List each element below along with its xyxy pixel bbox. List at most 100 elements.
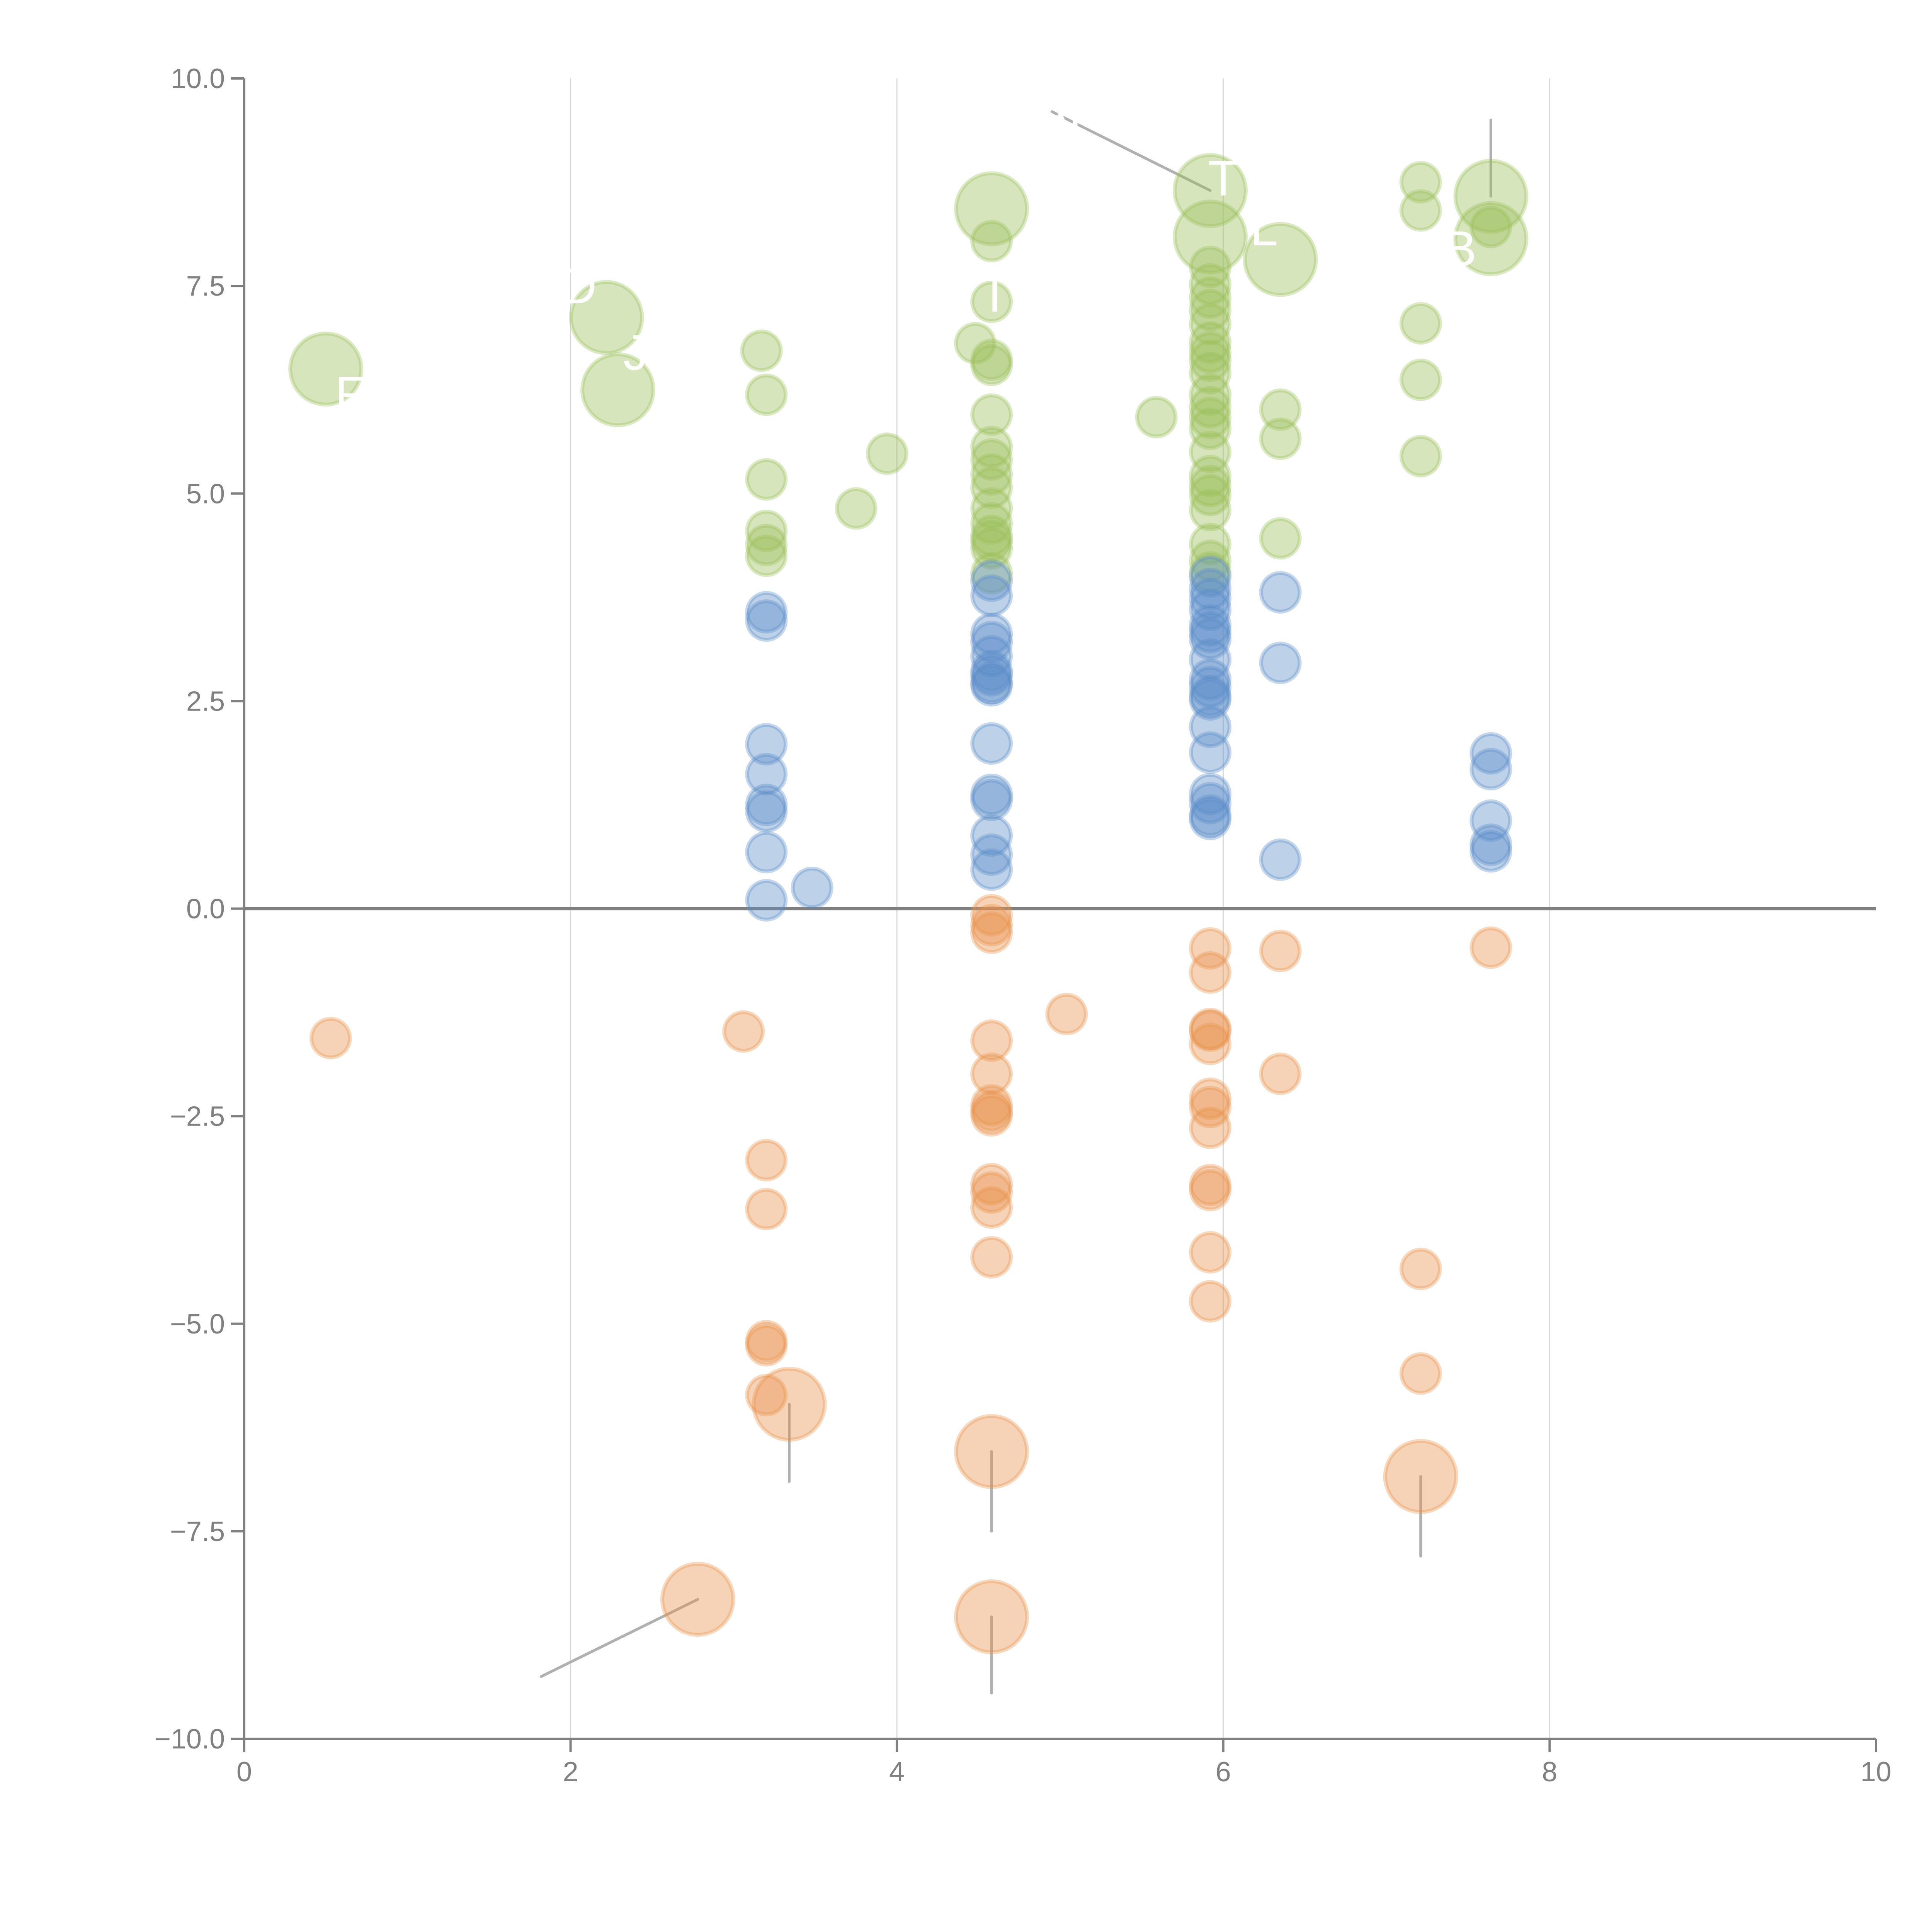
data-point-green: [970, 466, 1013, 509]
data-point-orange: [745, 1320, 788, 1362]
data-point-blue: [745, 790, 788, 833]
data-point-blue: [1189, 731, 1232, 774]
data-point-green: [1189, 321, 1232, 364]
leader-line: [990, 207, 997, 296]
data-point-green: [1259, 517, 1302, 560]
data-point-orange: [970, 911, 1013, 954]
data-point-orange: [970, 1186, 1013, 1229]
data-point-orange: [1259, 930, 1302, 973]
x-axis-ticks: 0 2 4 6 8 10: [236, 1739, 1891, 1787]
leader-line: [1209, 177, 1225, 238]
annotation-label: T: [980, 266, 1010, 323]
data-point-blue: [970, 779, 1013, 821]
data-point-orange: [745, 1139, 788, 1182]
annotation-label: D: [561, 258, 597, 314]
data-point-green: [1189, 430, 1232, 473]
data-point-orange: [1189, 1106, 1232, 1149]
data-point-green: [1453, 201, 1529, 276]
data-point-green: [745, 509, 788, 552]
x-tick-label: 0: [236, 1757, 252, 1787]
data-point-green: [835, 487, 878, 530]
data-point-green: [970, 393, 1013, 436]
data-point-blue: [745, 599, 788, 642]
data-point-green: [1399, 358, 1442, 401]
annotation-label: T: [1208, 150, 1238, 206]
data-point-green: [970, 502, 1013, 545]
data-point-orange: [309, 1017, 352, 1060]
y-tick-label: 2.5: [186, 686, 225, 717]
y-tick-label: 0.0: [186, 894, 225, 925]
data-point-blue: [1189, 794, 1232, 837]
data-point-blue: [1189, 638, 1232, 681]
data-point-orange: [1189, 1280, 1232, 1323]
data-point-green: [1189, 386, 1232, 429]
leader-line: [540, 1598, 699, 1678]
data-point-orange: [970, 1163, 1013, 1206]
data-point-blue: [970, 654, 1013, 697]
data-point-blue: [1259, 571, 1302, 614]
data-point-green: [970, 338, 1013, 381]
data-point-green: [1189, 396, 1232, 439]
data-point-green: [1189, 276, 1232, 319]
data-point-green: [970, 438, 1013, 481]
x-tick-label: 6: [1216, 1757, 1231, 1787]
data-point-green: [288, 331, 364, 406]
leader-line: [577, 284, 608, 319]
data-point-green: [745, 524, 788, 566]
data-point-blue: [970, 574, 1013, 617]
data-point-blue: [1189, 782, 1232, 825]
data-point-green: [1399, 189, 1442, 232]
data-point-blue: [970, 559, 1013, 602]
data-point-blue: [970, 848, 1013, 891]
data-point-green: [1189, 331, 1232, 374]
y-tick-label: −5.0: [170, 1309, 225, 1340]
data-point-blue: [1189, 611, 1232, 654]
data-point-orange: [1189, 1077, 1232, 1120]
y-tick-label: −2.5: [170, 1101, 225, 1132]
data-point-green: [1189, 263, 1232, 306]
data-point-green: [1399, 302, 1442, 345]
data-point-green: [1469, 206, 1512, 248]
data-point-blue: [1469, 830, 1512, 873]
data-point-blue: [1469, 748, 1512, 791]
data-point-blue: [1189, 555, 1232, 598]
data-points: [288, 153, 1529, 1655]
data-point-orange: [1189, 1022, 1232, 1065]
x-tick-label: 2: [563, 1757, 578, 1787]
x-tick-label: 8: [1542, 1757, 1557, 1787]
data-point-blue: [970, 664, 1013, 707]
y-tick-label: −10.0: [155, 1724, 225, 1755]
data-point-green: [1135, 396, 1178, 439]
data-point-green: [745, 458, 788, 501]
data-point-orange: [1189, 1009, 1232, 1052]
data-point-blue: [970, 650, 1013, 693]
data-point-blue: [745, 591, 788, 634]
data-point-green: [970, 514, 1013, 557]
data-point-green: [954, 322, 997, 365]
data-point-green: [1189, 407, 1232, 450]
data-point-green: [1189, 245, 1232, 288]
data-point-green: [1189, 352, 1232, 395]
data-point-blue: [1189, 568, 1232, 611]
data-point-green: [970, 487, 1013, 530]
data-point-orange: [1189, 1168, 1232, 1211]
data-point-orange: [1189, 927, 1232, 970]
data-point-green: [1173, 199, 1248, 275]
data-point-orange: [1383, 1439, 1458, 1514]
data-point-green: [970, 280, 1013, 323]
annotation-label: J: [623, 324, 648, 381]
y-tick-label: 10.0: [171, 63, 225, 94]
data-point-green: [970, 425, 1013, 468]
data-point-blue: [1189, 578, 1232, 621]
data-point-green: [970, 527, 1013, 570]
annotation-label: B: [1443, 220, 1477, 277]
data-point-green: [1189, 455, 1232, 498]
data-point-orange: [660, 1562, 735, 1637]
y-tick-label: 5.0: [186, 478, 225, 509]
data-point-orange: [745, 1188, 788, 1231]
data-point-blue: [1189, 678, 1232, 721]
data-point-orange: [1189, 1008, 1232, 1051]
data-point-orange: [1189, 1231, 1232, 1274]
data-point-blue: [970, 621, 1013, 663]
